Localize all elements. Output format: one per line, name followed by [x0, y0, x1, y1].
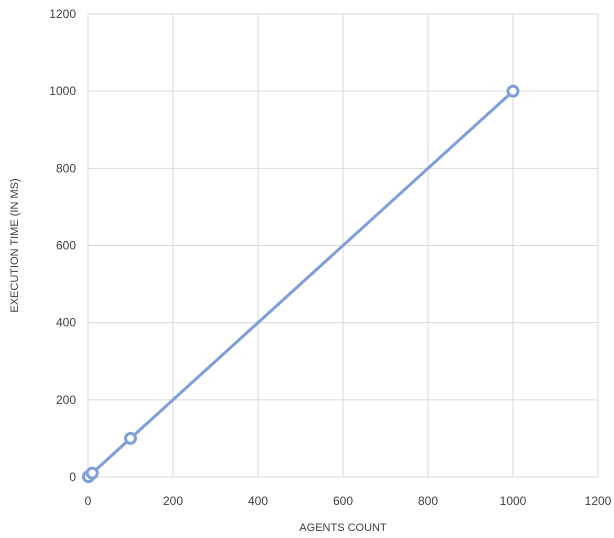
- y-tick-label: 0: [69, 470, 76, 484]
- y-tick-label: 800: [56, 161, 76, 175]
- x-tick-label: 1200: [585, 494, 612, 508]
- x-tick-label: 0: [85, 494, 92, 508]
- data-point: [506, 84, 520, 98]
- x-tick-label: 600: [333, 494, 353, 508]
- series-line: [86, 89, 515, 479]
- y-tick-label: 400: [56, 316, 76, 330]
- x-tick-label: 1000: [500, 494, 527, 508]
- y-tick-label: 600: [56, 239, 76, 253]
- series: [81, 84, 520, 484]
- x-axis-ticks: 0 200 400 600 800 1000 1200: [85, 494, 612, 508]
- y-tick-label: 200: [56, 393, 76, 407]
- data-point: [124, 431, 137, 445]
- y-axis-ticks: 0 200 400 600 800 1000 1200: [49, 7, 76, 484]
- x-tick-label: 200: [163, 494, 183, 508]
- x-tick-label: 800: [418, 494, 438, 508]
- y-tick-label: 1000: [49, 84, 76, 98]
- data-point: [85, 466, 99, 480]
- x-tick-label: 400: [248, 494, 268, 508]
- x-axis-title: AGENTS COUNT: [299, 522, 387, 534]
- y-axis-title: EXECUTION TIME (IN MS): [9, 178, 21, 312]
- y-tick-label: 1200: [49, 7, 76, 21]
